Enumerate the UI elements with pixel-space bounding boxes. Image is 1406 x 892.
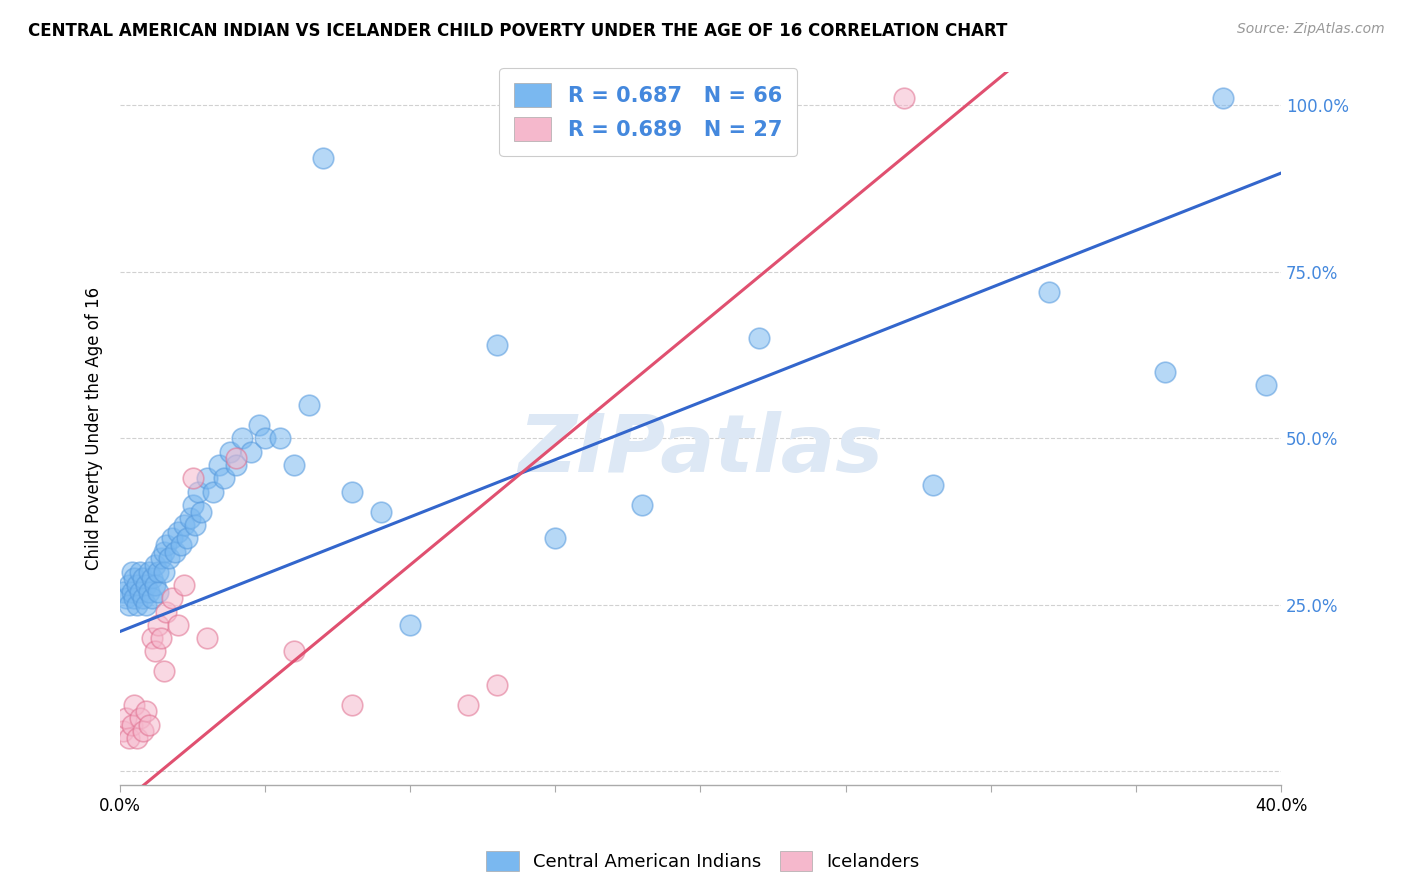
Point [1212,91,1234,105]
Point [298,398,321,412]
Point [195,631,218,645]
Point [146,584,169,599]
Point [269,431,291,445]
Point [143,644,166,658]
Y-axis label: Child Poverty Under the Age of 16: Child Poverty Under the Age of 16 [86,286,103,570]
Point [127,598,149,612]
Point [149,551,172,566]
Point [399,618,422,632]
Text: Source: ZipAtlas.com: Source: ZipAtlas.com [1237,22,1385,37]
Point [340,484,363,499]
Point [143,578,166,592]
Point [114,591,136,606]
Point [138,584,160,599]
Point [370,505,392,519]
Point [544,531,567,545]
Point [124,698,146,712]
Point [157,551,180,566]
Point [312,152,335,166]
Point [138,718,160,732]
Point [184,517,207,532]
Point [747,331,769,345]
Point [254,431,277,445]
Point [231,431,253,445]
Point [141,631,163,645]
Point [121,565,143,579]
Point [1256,378,1278,392]
Point [146,565,169,579]
Point [1038,285,1060,299]
Point [283,458,305,472]
Point [155,605,177,619]
Point [135,578,157,592]
Point [201,484,224,499]
Point [167,524,190,539]
Point [155,538,177,552]
Point [129,565,152,579]
Point [146,618,169,632]
Point [124,571,146,585]
Point [457,698,479,712]
Legend: R = 0.687   N = 66, R = 0.689   N = 27: R = 0.687 N = 66, R = 0.689 N = 27 [499,68,797,156]
Point [179,511,201,525]
Point [167,618,190,632]
Point [127,731,149,745]
Point [170,538,193,552]
Legend: Central American Indians, Icelanders: Central American Indians, Icelanders [479,844,927,879]
Point [160,591,183,606]
Point [118,598,141,612]
Point [176,531,198,545]
Point [340,698,363,712]
Point [135,598,157,612]
Point [141,591,163,606]
Point [165,544,187,558]
Point [132,724,155,739]
Point [135,705,157,719]
Point [219,444,242,458]
Point [247,417,270,432]
Point [486,678,509,692]
Point [152,544,174,558]
Point [149,631,172,645]
Point [138,565,160,579]
Point [173,517,195,532]
Point [127,578,149,592]
Point [208,458,231,472]
Point [114,711,136,725]
Point [181,498,204,512]
Point [1153,365,1175,379]
Point [111,724,134,739]
Point [921,478,943,492]
Point [132,571,155,585]
Text: ZIPatlas: ZIPatlas [517,410,883,489]
Point [118,578,141,592]
Point [225,458,247,472]
Point [111,584,134,599]
Point [283,644,305,658]
Point [214,471,236,485]
Text: CENTRAL AMERICAN INDIAN VS ICELANDER CHILD POVERTY UNDER THE AGE OF 16 CORRELATI: CENTRAL AMERICAN INDIAN VS ICELANDER CHI… [28,22,1008,40]
Point [124,591,146,606]
Point [225,451,247,466]
Point [195,471,218,485]
Point [152,565,174,579]
Point [121,718,143,732]
Point [121,584,143,599]
Point [129,584,152,599]
Point [141,571,163,585]
Point [187,484,209,499]
Point [129,711,152,725]
Point [173,578,195,592]
Point [893,91,915,105]
Point [181,471,204,485]
Point [160,531,183,545]
Point [190,505,212,519]
Point [118,731,141,745]
Point [631,498,654,512]
Point [239,444,262,458]
Point [143,558,166,572]
Point [486,338,509,352]
Point [132,591,155,606]
Point [152,665,174,679]
